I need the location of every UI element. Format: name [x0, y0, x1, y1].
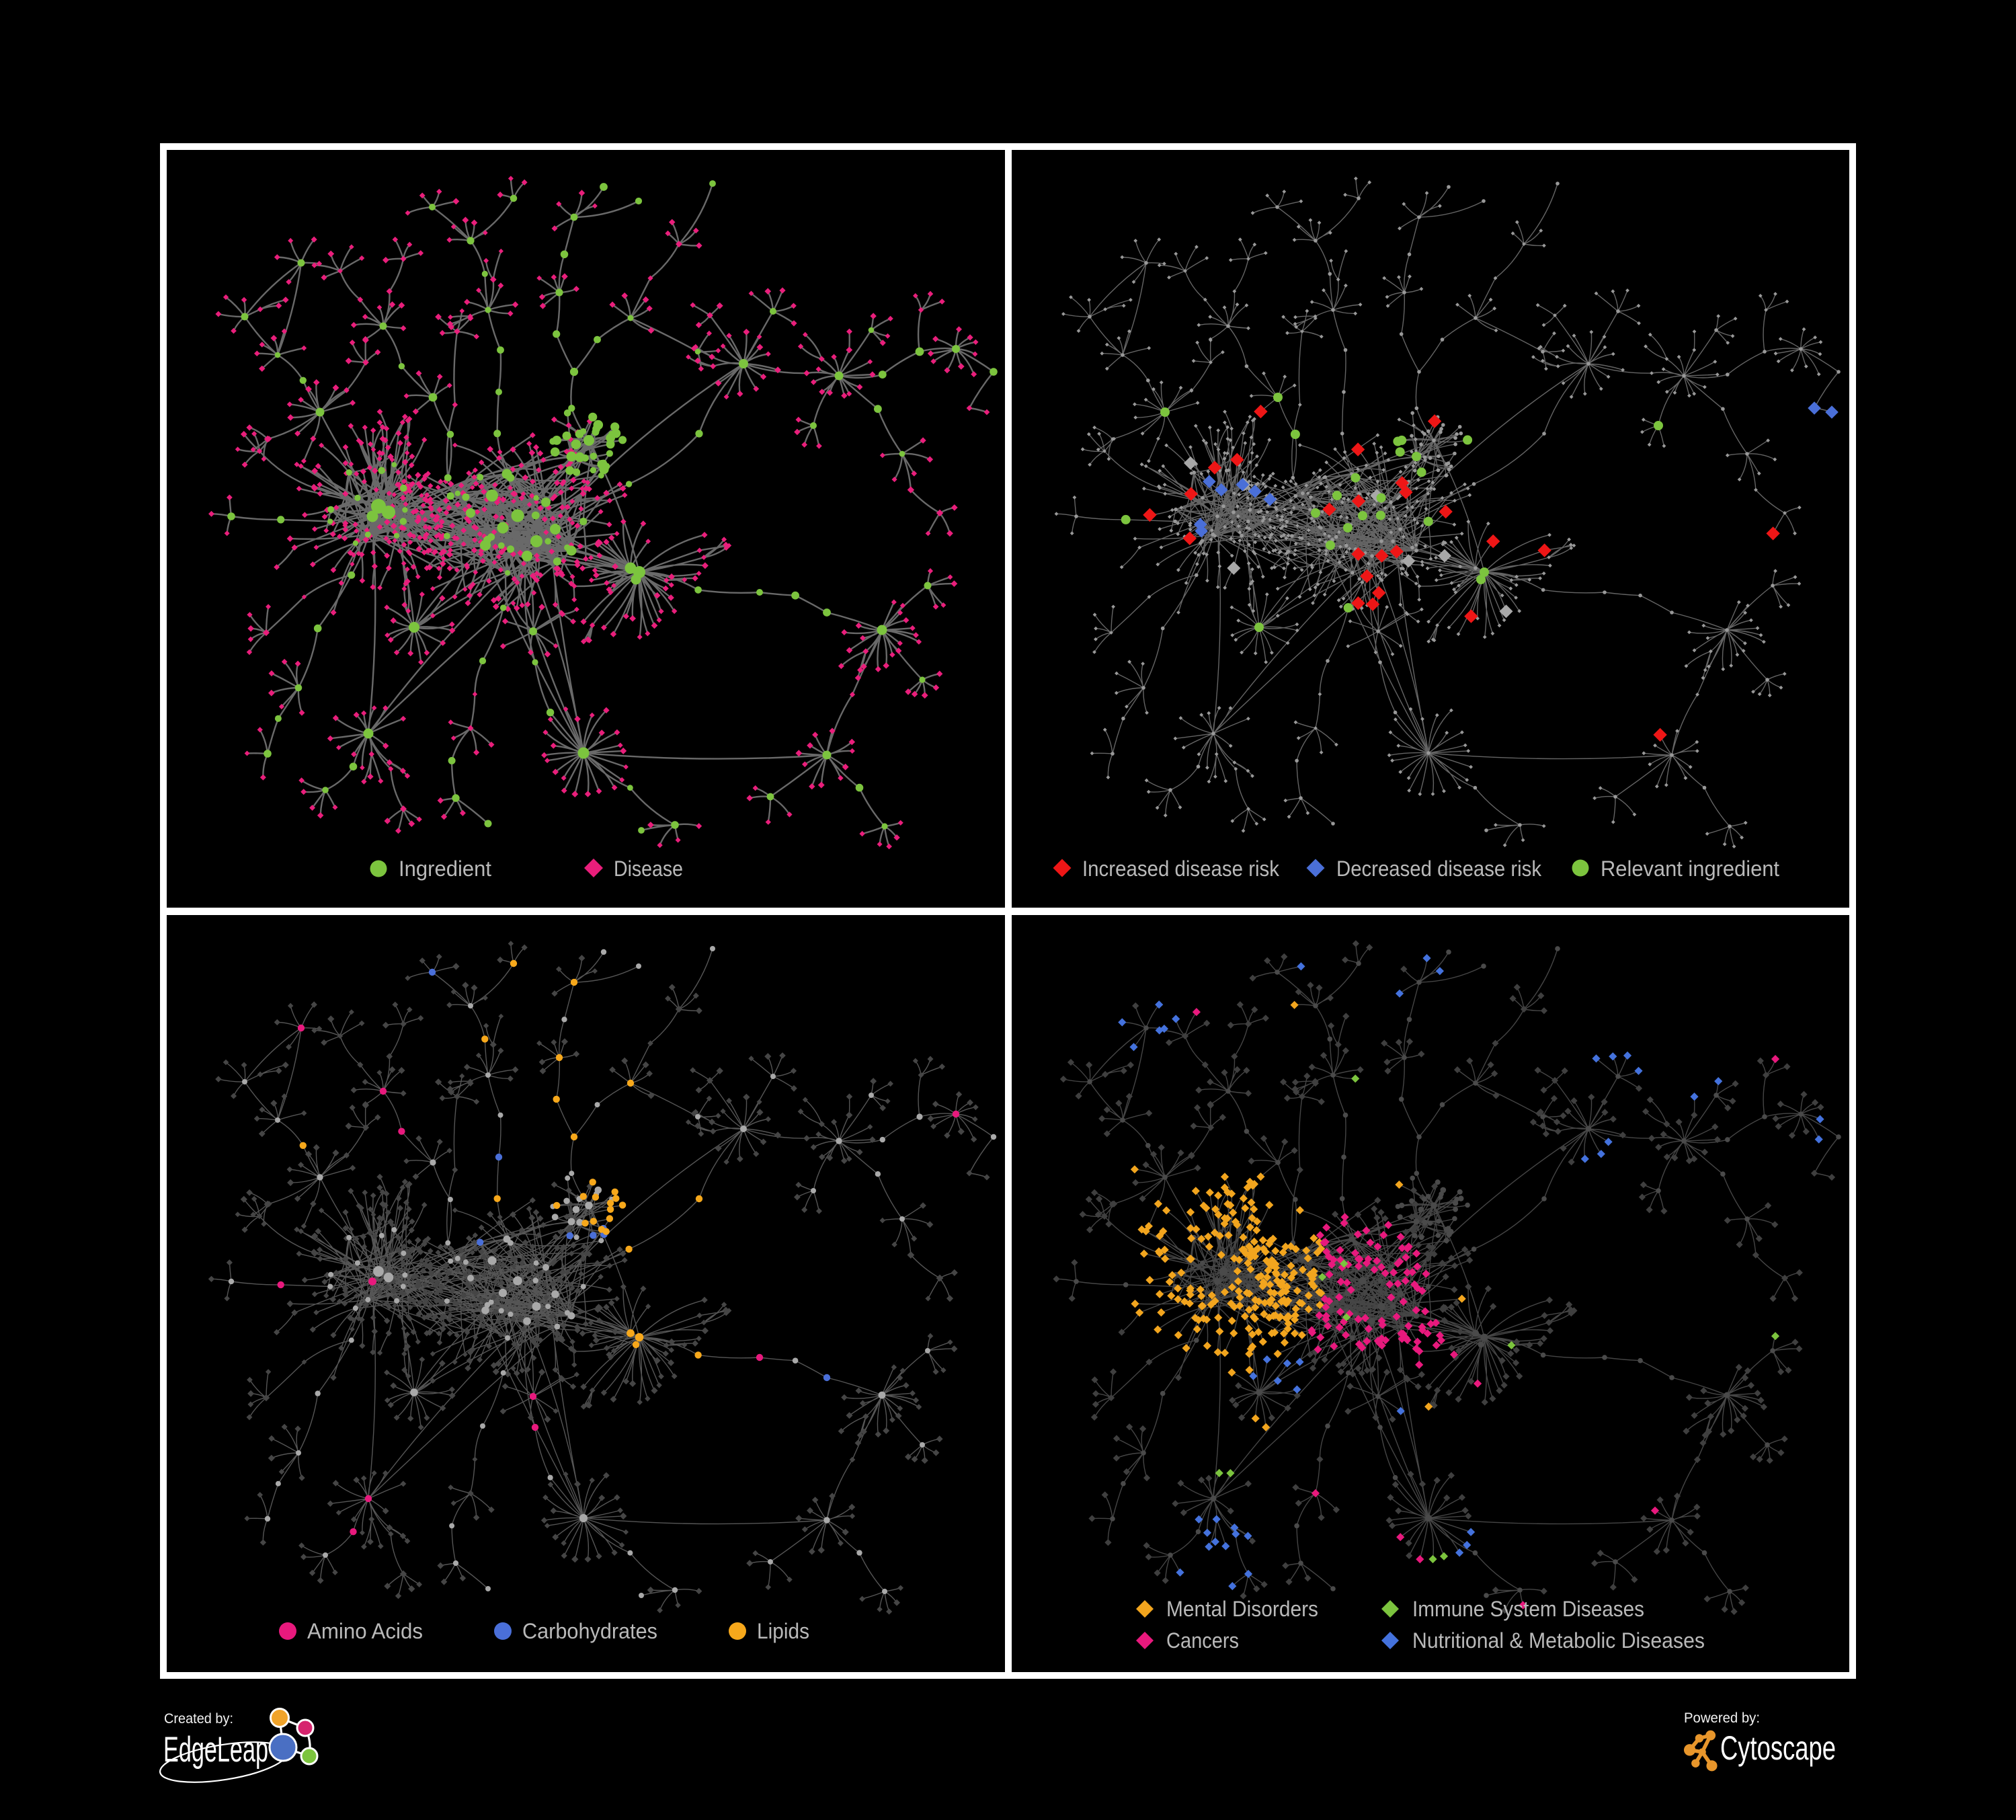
svg-text:Cancers: Cancers — [1166, 1628, 1239, 1653]
svg-text:Decreased disease risk: Decreased disease risk — [1336, 857, 1542, 881]
svg-text:Amino Acids: Amino Acids — [307, 1619, 423, 1643]
svg-text:Relevant ingredient: Relevant ingredient — [1601, 857, 1779, 881]
svg-text:Created by:: Created by: — [164, 1711, 233, 1727]
svg-text:Lipids: Lipids — [757, 1619, 809, 1643]
svg-text:Immune System Diseases: Immune System Diseases — [1412, 1597, 1644, 1621]
svg-text:EdgeLeap: EdgeLeap — [163, 1730, 268, 1770]
svg-text:Disease: Disease — [614, 857, 683, 881]
svg-text:Carbohydrates: Carbohydrates — [522, 1619, 657, 1643]
svg-text:Cytoscape: Cytoscape — [1720, 1729, 1836, 1767]
svg-text:Mental Disorders: Mental Disorders — [1166, 1597, 1318, 1621]
svg-text:Nutritional & Metabolic Diseas: Nutritional & Metabolic Diseases — [1412, 1628, 1705, 1653]
svg-text:Powered by:: Powered by: — [1684, 1710, 1760, 1726]
svg-text:Increased disease risk: Increased disease risk — [1082, 857, 1280, 881]
svg-text:Ingredient: Ingredient — [399, 857, 491, 881]
